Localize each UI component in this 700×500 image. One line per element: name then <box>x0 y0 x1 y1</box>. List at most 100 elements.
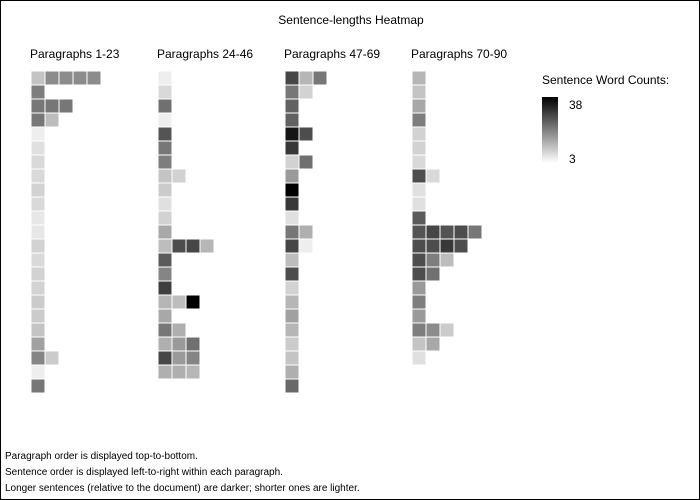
heatmap-cell <box>298 84 314 100</box>
heatmap-cell <box>425 224 441 240</box>
heatmap-cell <box>157 364 173 380</box>
heatmap-cell <box>425 322 441 338</box>
heatmap-cell <box>171 350 187 366</box>
heatmap-cell <box>157 140 173 156</box>
heatmap-cell <box>30 378 46 394</box>
heatmap-cell <box>425 168 441 184</box>
heatmap-cell <box>467 224 483 240</box>
heatmap-cell <box>284 140 300 156</box>
panel-title-2: Paragraphs 24-46 <box>157 47 254 61</box>
heatmap-cell <box>439 322 455 338</box>
heatmap-cell <box>284 336 300 352</box>
heatmap-cell <box>30 154 46 170</box>
heatmap-cell <box>30 252 46 268</box>
heatmap-cell <box>157 308 173 324</box>
heatmap-cell <box>411 126 427 142</box>
heatmap-cell <box>411 182 427 198</box>
panel-title-3: Paragraphs 47-69 <box>284 47 381 61</box>
heatmap-cell <box>157 336 173 352</box>
heatmap-cell <box>199 238 215 254</box>
heatmap-cell <box>30 196 46 212</box>
heatmap-cell <box>157 70 173 86</box>
footnote-3: Longer sentences (relative to the docume… <box>5 483 360 494</box>
heatmap-cell <box>171 168 187 184</box>
heatmap-cell <box>411 70 427 86</box>
heatmap-cell <box>411 336 427 352</box>
heatmap-cell <box>157 322 173 338</box>
heatmap-cell <box>453 238 469 254</box>
heatmap-cell <box>284 252 300 268</box>
heatmap-cell <box>30 168 46 184</box>
heatmap-cell <box>411 308 427 324</box>
heatmap-cell <box>411 266 427 282</box>
heatmap-cell <box>30 224 46 240</box>
heatmap-cell <box>284 154 300 170</box>
heatmap-cell <box>30 294 46 310</box>
heatmap-cell <box>284 238 300 254</box>
heatmap-cell <box>439 224 455 240</box>
heatmap-cell <box>411 210 427 226</box>
legend-min-label: 3 <box>569 152 576 166</box>
heatmap-cell <box>30 308 46 324</box>
heatmap-cell <box>30 84 46 100</box>
heatmap-cell <box>411 140 427 156</box>
heatmap-cell <box>44 112 60 128</box>
heatmap-cell <box>30 336 46 352</box>
legend-max-label: 38 <box>569 98 583 112</box>
heatmap-cell <box>284 84 300 100</box>
heatmap-cell <box>411 168 427 184</box>
heatmap-cell <box>185 336 201 352</box>
heatmap-cell <box>157 168 173 184</box>
heatmap-cell <box>157 252 173 268</box>
panel-title-1: Paragraphs 1-23 <box>30 47 120 61</box>
heatmap-cell <box>185 294 201 310</box>
heatmap-cell <box>30 98 46 114</box>
heatmap-cell <box>171 322 187 338</box>
heatmap-cell <box>30 70 46 86</box>
heatmap-cell <box>425 252 441 268</box>
heatmap-cell <box>157 266 173 282</box>
heatmap-cell <box>30 350 46 366</box>
heatmap-cell <box>425 266 441 282</box>
heatmap-cell <box>298 238 314 254</box>
legend-title: Sentence Word Counts: <box>542 73 670 87</box>
heatmap-cell <box>171 294 187 310</box>
heatmap-cell <box>298 154 314 170</box>
heatmap-cell <box>411 252 427 268</box>
heatmap-cell <box>284 168 300 184</box>
heatmap-cell <box>171 336 187 352</box>
heatmap-cell <box>30 112 46 128</box>
heatmap-cell <box>425 238 441 254</box>
heatmap-cell <box>411 84 427 100</box>
heatmap-cell <box>411 154 427 170</box>
heatmap-cell <box>312 70 328 86</box>
heatmap-cell <box>185 238 201 254</box>
heatmap-cell <box>157 238 173 254</box>
heatmap-cell <box>157 294 173 310</box>
heatmap-cell <box>411 112 427 128</box>
heatmap-cell <box>453 224 469 240</box>
heatmap-cell <box>284 322 300 338</box>
heatmap-cell <box>411 280 427 296</box>
heatmap-cell <box>157 224 173 240</box>
heatmap-cell <box>411 322 427 338</box>
heatmap-cell <box>30 322 46 338</box>
heatmap-cell <box>30 364 46 380</box>
heatmap-cell <box>157 350 173 366</box>
heatmap-cell <box>425 336 441 352</box>
heatmap-cell <box>284 378 300 394</box>
heatmap-cell <box>298 126 314 142</box>
heatmap-cell <box>30 266 46 282</box>
heatmap-cell <box>284 98 300 114</box>
heatmap-cell <box>44 98 60 114</box>
heatmap-cell <box>58 70 74 86</box>
heatmap-cell <box>30 126 46 142</box>
heatmap-cell <box>157 98 173 114</box>
heatmap-cell <box>284 280 300 296</box>
heatmap-cell <box>185 350 201 366</box>
heatmap-cell <box>157 210 173 226</box>
chart-title: Sentence-lengths Heatmap <box>278 13 424 27</box>
heatmap-cell <box>284 112 300 128</box>
